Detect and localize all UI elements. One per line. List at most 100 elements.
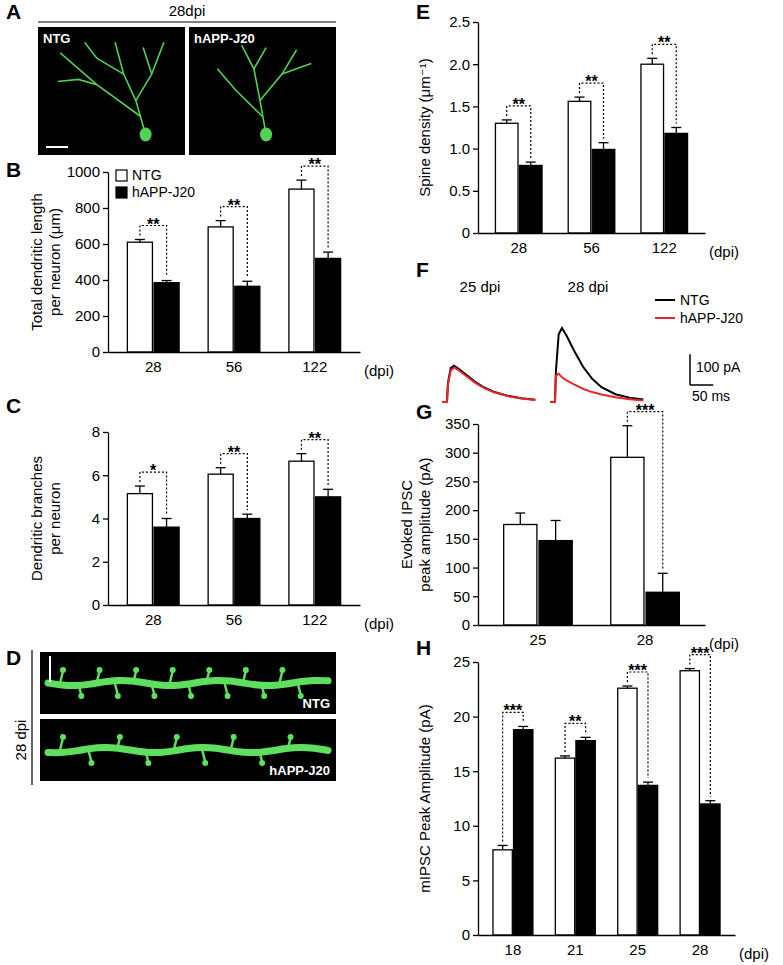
error-bar [647,58,657,64]
axis-line [478,663,479,936]
error-cap [526,161,536,162]
y-tick: 800 [75,199,108,216]
bar [316,497,341,605]
bar [539,541,572,625]
neurite [217,69,262,117]
y-tick: 5 [462,872,478,889]
tick-label: 28 [145,358,162,375]
error-bar [216,221,226,227]
neurite [242,45,266,134]
error-stem [220,221,221,227]
y-tick: 200 [75,307,108,324]
spine-head [188,693,194,699]
bar [208,227,233,352]
bar [576,741,595,935]
error-cap [643,781,653,782]
tick-label: 56 [583,239,600,256]
bar [701,804,720,935]
y-tick: 15 [453,763,478,780]
spine-head [78,693,84,699]
error-bar [216,468,226,474]
significance-bracket [140,226,167,277]
error-cap [705,800,715,801]
y-tick: 0 [462,926,478,943]
spine-head [174,734,180,740]
spine-head [151,693,157,699]
error-stem [603,143,604,150]
error-cap [242,514,252,515]
error-cap [162,518,172,519]
scale-bar: 100 pA 50 ms [690,354,741,404]
tick-label: 5 [462,872,470,889]
tick-label: 2 [92,553,100,570]
tick-mark [473,424,478,425]
y-axis-title: per neuron (μm) [46,208,63,316]
tick-mark [473,539,478,540]
significance-bracket [652,44,676,123]
plot-marks [127,180,340,352]
error-cap [551,520,561,521]
tick-label: 122 [302,611,327,628]
y-tick: 150 [445,530,478,547]
significance-bracket [301,166,328,248]
axis-line [109,352,361,353]
tick-label: 1.5 [449,98,470,115]
y-tick: 20 [453,708,478,725]
error-stem [327,489,328,497]
tick-mark [103,432,108,433]
bar-chart: *****024682856122(dpi)Dendritic branches… [28,423,394,632]
error-stem [555,520,556,540]
error-stem [220,468,221,474]
bar [154,527,179,605]
bar [555,758,574,935]
y-tick: 2 [92,553,108,570]
error-cap [296,453,306,454]
axis-line [108,433,109,606]
y-tick: 50 [453,588,478,605]
spine-head [170,667,176,673]
scale-bar-label: 100 pA [696,359,741,375]
error-stem [247,281,248,286]
axis-line [479,233,706,234]
bar [235,519,260,606]
x-axis: 2856122 [109,352,361,375]
error-bar [643,782,653,785]
x-tick: 25 [629,935,646,958]
panel-letter: A [6,0,21,23]
tick-label: 56 [226,358,243,375]
figure-svg: A28dpiNTGhAPP-J20D28 dpiNTGhAPP-J20*****… [0,0,783,965]
significance-label: ** [585,73,598,90]
x-axis-title: (dpi) [709,635,739,652]
legend-swatch [655,317,675,319]
error-stem [652,58,653,64]
bar [289,189,314,352]
tick-label: 28 [637,631,654,648]
tick-mark [473,625,478,626]
y-tick: 0 [92,596,108,613]
tick-label: 350 [445,415,470,432]
y-axis-title: Evoked IPSC [398,480,415,569]
bar-chart: ***0501001502002503003502528(dpi)Evoked … [398,402,739,652]
tick-mark [473,510,478,511]
neurite [260,50,297,101]
tick-label: 25 [629,941,646,958]
significance-label: *** [691,645,710,662]
error-stem [166,519,167,528]
tick-label: 1.0 [449,140,470,157]
significance-label: ** [658,34,671,51]
x-tick: 28 [637,625,654,648]
x-tick: 122 [652,233,677,256]
plot-marks [127,454,340,605]
significance-label: * [150,462,157,479]
spine-head [288,734,294,740]
error-bar [685,669,695,671]
tick-label: 21 [567,941,584,958]
x-tick: 28 [145,352,162,375]
tick-label: 18 [505,941,522,958]
bar [665,133,688,233]
scale-bar-label: 50 ms [692,388,730,404]
error-cap [658,573,668,574]
legend-label: hAPP-J20 [132,184,195,200]
axis-line [479,625,706,626]
tick-mark [103,208,108,209]
